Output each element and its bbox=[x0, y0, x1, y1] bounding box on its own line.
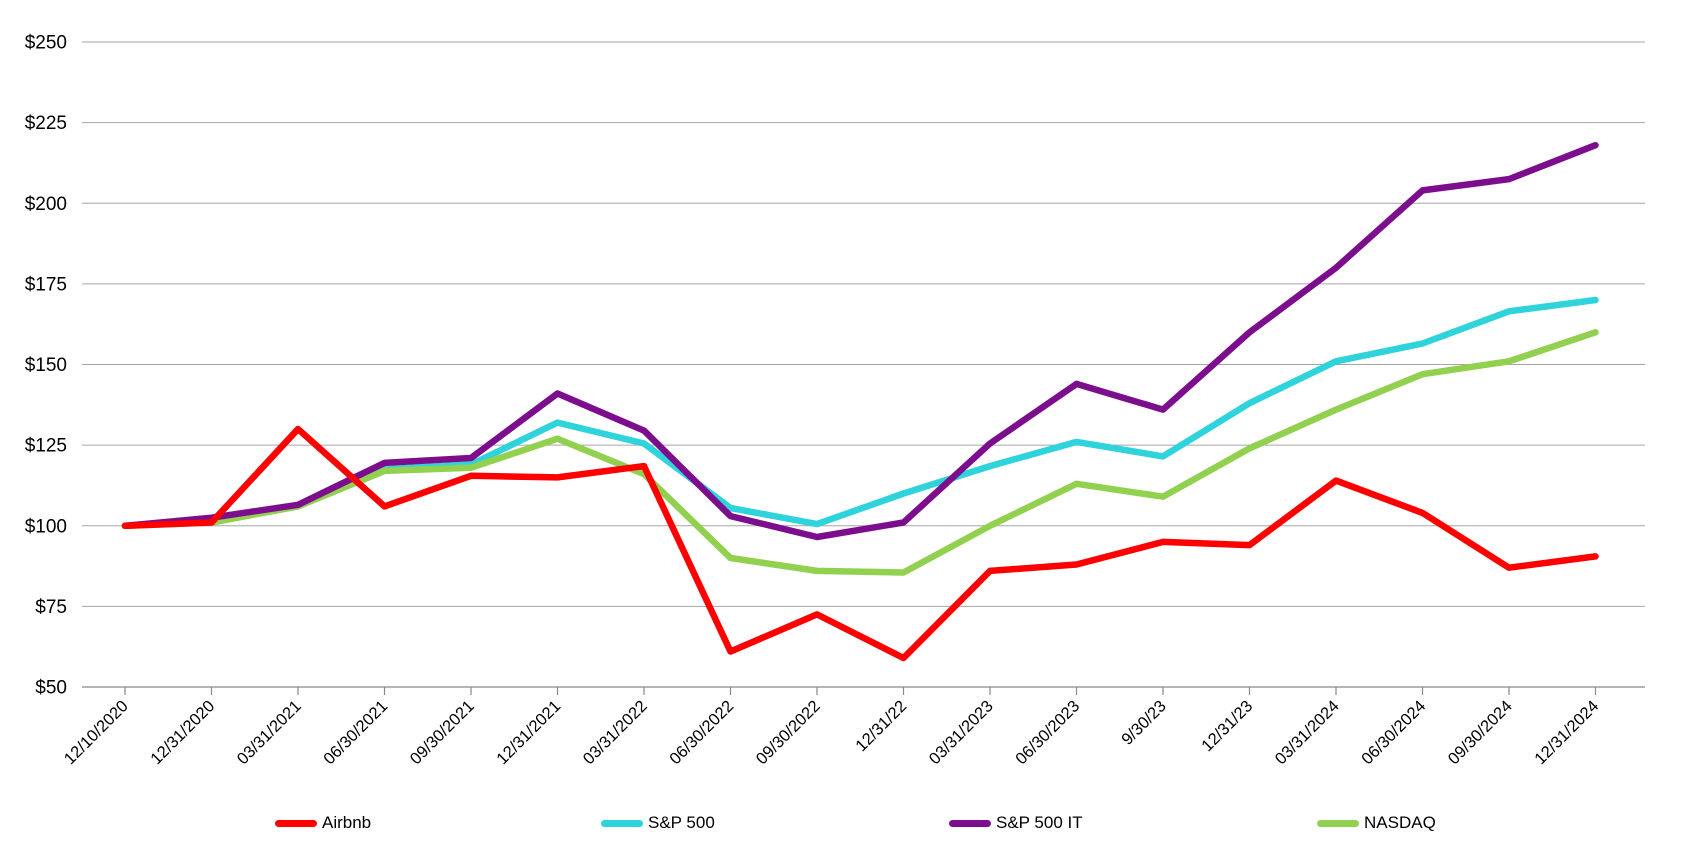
legend-label-airbnb: Airbnb bbox=[322, 813, 372, 832]
series-line-airbnb bbox=[121, 425, 1599, 662]
y-axis-tick-label: $125 bbox=[25, 436, 67, 457]
x-axis-tick-label: 12/31/2021 bbox=[493, 697, 564, 768]
y-axis-tick-label: $200 bbox=[25, 194, 67, 215]
x-axis-tick-label: 03/31/2022 bbox=[580, 697, 651, 768]
x-axis-tick-label: 12/31/2020 bbox=[147, 697, 218, 768]
x-axis-tick-label: 03/31/2021 bbox=[234, 697, 305, 768]
x-axis-tick-label: 12/31/22 bbox=[852, 697, 910, 755]
legend-label-nasdaq: NASDAQ bbox=[1364, 813, 1436, 832]
legend-item-airbnb: Airbnb bbox=[275, 811, 371, 835]
y-axis-tick-label: $100 bbox=[25, 516, 67, 537]
x-axis-tick-label: 06/30/2022 bbox=[666, 697, 737, 768]
x-axis-tick-label: 09/30/2022 bbox=[753, 697, 824, 768]
legend-item-sp500-it: S&P 500 IT bbox=[949, 811, 1083, 835]
x-axis-tick-label: 03/31/2024 bbox=[1272, 697, 1343, 768]
legend-item-sp500: S&P 500 bbox=[601, 811, 715, 835]
y-axis-tick-label: $175 bbox=[25, 274, 67, 295]
y-axis-tick-label: $50 bbox=[35, 678, 67, 699]
series-line-nasdaq bbox=[121, 329, 1599, 576]
x-axis-tick-label: 12/10/2020 bbox=[61, 697, 132, 768]
x-axis-tick-label: 09/30/2024 bbox=[1445, 697, 1516, 768]
y-axis-tick-label: $250 bbox=[25, 33, 67, 54]
sp500-line-swatch bbox=[601, 819, 643, 827]
airbnb-line-swatch bbox=[275, 819, 317, 827]
nasdaq-line-swatch bbox=[1317, 819, 1359, 827]
x-axis-tick-label: 06/30/2024 bbox=[1358, 697, 1429, 768]
x-axis-tick-label: 12/31/2024 bbox=[1531, 697, 1602, 768]
legend-item-nasdaq: NASDAQ bbox=[1317, 811, 1436, 835]
sp500-it-line-swatch bbox=[949, 819, 991, 827]
y-axis-tick-label: $75 bbox=[35, 597, 67, 618]
y-axis-tick-label: $150 bbox=[25, 355, 67, 376]
x-axis-tick-label: 06/30/2023 bbox=[1012, 697, 1083, 768]
legend-label-sp500-it: S&P 500 IT bbox=[996, 813, 1083, 832]
x-axis-tick-label: 03/31/2023 bbox=[926, 697, 997, 768]
x-axis-tick-label: 09/30/2021 bbox=[407, 697, 478, 768]
series-line-s-p-500-it bbox=[121, 141, 1599, 541]
y-axis-tick-label: $225 bbox=[25, 113, 67, 134]
legend-label-sp500: S&P 500 bbox=[648, 813, 715, 832]
x-axis-tick-label: 06/30/2021 bbox=[320, 697, 391, 768]
x-axis-tick-label: 9/30/23 bbox=[1118, 697, 1170, 749]
x-axis-tick-label: 12/31/23 bbox=[1198, 697, 1256, 755]
